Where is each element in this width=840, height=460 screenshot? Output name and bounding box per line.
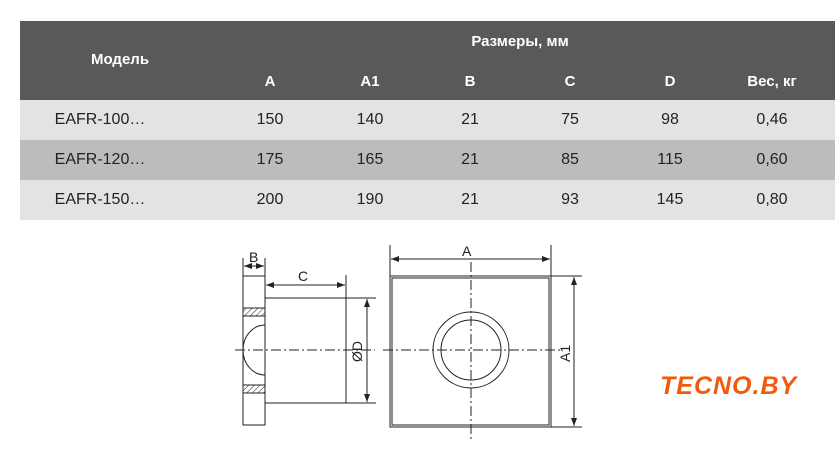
table-header: Модель Размеры, мм A A1 B C D Вес, кг: [20, 21, 835, 100]
cell-value: 0,60: [756, 151, 788, 168]
label-d: ØD: [349, 341, 365, 362]
label-b: B: [249, 249, 258, 265]
dimensions-table: Модель Размеры, мм A A1 B C D Вес, кг EA…: [20, 21, 835, 220]
header-col: A: [264, 73, 276, 90]
header-model: Модель: [90, 51, 150, 68]
cell-value: 150: [256, 111, 284, 128]
header-col: B: [464, 73, 476, 90]
cell-value: 93: [561, 191, 579, 208]
cell-value: 200: [256, 191, 284, 208]
cell-value: 190: [356, 191, 384, 208]
cell-value: 115: [657, 151, 683, 168]
label-a1: A1: [557, 345, 573, 362]
cell-model: EAFR-120…: [54, 151, 146, 168]
cell-value: 175: [256, 151, 284, 168]
cell-value: 75: [561, 111, 579, 128]
label-c: C: [298, 268, 308, 284]
header-group: Размеры, мм: [471, 33, 569, 50]
header-col: Вес, кг: [747, 73, 797, 90]
cell-value: 0,80: [756, 191, 788, 208]
cell-value: 21: [461, 111, 479, 128]
cell-value: 21: [461, 191, 479, 208]
cell-value: 0,46: [756, 111, 788, 128]
cell-value: 98: [661, 111, 679, 128]
header-col: C: [564, 73, 576, 90]
cell-value: 165: [356, 151, 384, 168]
cell-value: 21: [461, 151, 479, 168]
front-view: A A1: [383, 243, 582, 440]
cell-value: 140: [356, 111, 384, 128]
cell-value: 85: [561, 151, 579, 168]
side-view: B C ØD: [235, 249, 376, 426]
cell-model: EAFR-100…: [54, 111, 146, 128]
header-col: A1: [360, 73, 380, 90]
header-col: D: [664, 73, 676, 90]
tecno-logo: TECNO.BY: [660, 372, 798, 400]
label-a: A: [462, 243, 472, 259]
cell-model: EAFR-150…: [54, 191, 146, 208]
table-row: EAFR-150… 200 190 21 93 145 0,80: [20, 180, 835, 220]
table-row: EAFR-100… 150 140 21 75 98 0,46: [20, 100, 835, 140]
table-row: EAFR-120… 175 165 21 85 115 0,60: [20, 140, 835, 180]
cell-value: 145: [656, 191, 684, 208]
